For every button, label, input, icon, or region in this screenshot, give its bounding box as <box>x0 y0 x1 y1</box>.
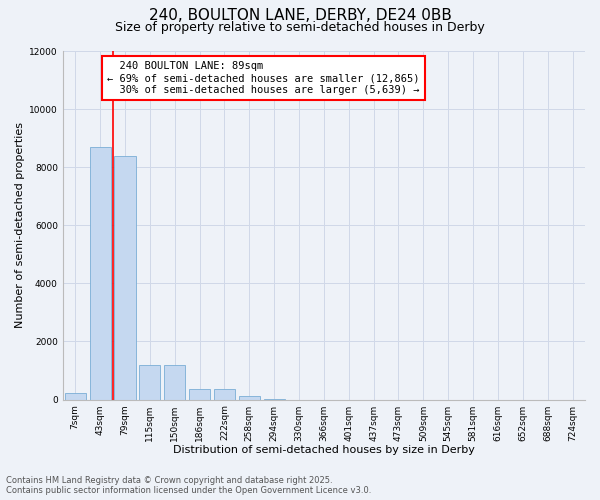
Bar <box>65 393 86 400</box>
X-axis label: Distribution of semi-detached houses by size in Derby: Distribution of semi-detached houses by … <box>173 445 475 455</box>
Text: Size of property relative to semi-detached houses in Derby: Size of property relative to semi-detach… <box>115 21 485 34</box>
Bar <box>214 389 235 400</box>
Bar <box>139 364 160 400</box>
Text: 240 BOULTON LANE: 89sqm
← 69% of semi-detached houses are smaller (12,865)
  30%: 240 BOULTON LANE: 89sqm ← 69% of semi-de… <box>107 62 419 94</box>
Bar <box>189 389 210 400</box>
Y-axis label: Number of semi-detached properties: Number of semi-detached properties <box>15 122 25 328</box>
Text: Contains HM Land Registry data © Crown copyright and database right 2025.
Contai: Contains HM Land Registry data © Crown c… <box>6 476 371 495</box>
Bar <box>89 147 110 400</box>
Bar <box>115 156 136 400</box>
Text: 240, BOULTON LANE, DERBY, DE24 0BB: 240, BOULTON LANE, DERBY, DE24 0BB <box>149 8 451 22</box>
Bar <box>164 364 185 400</box>
Bar <box>239 396 260 400</box>
